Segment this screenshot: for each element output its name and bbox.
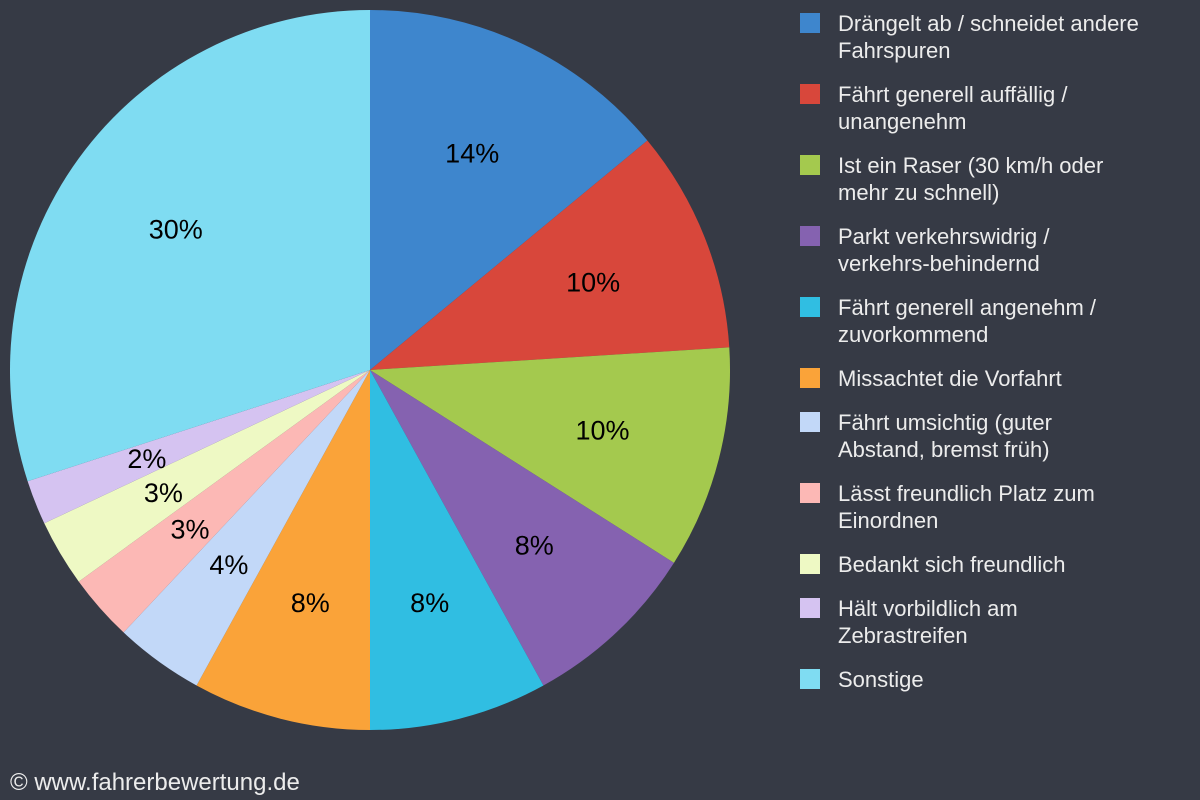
legend-item: Sonstige [800, 666, 1192, 693]
legend-label: Fährt generell angenehm / zuvorkommend [838, 295, 1097, 347]
legend-item: Fährt umsichtig (guter Abstand, bremst f… [800, 409, 1192, 463]
pie-slice-5 [370, 370, 544, 730]
pie-slice-6 [196, 370, 370, 730]
pie-slice-label: 3% [170, 514, 209, 544]
legend-label: Ist ein Raser (30 km/h oder mehr zu schn… [838, 153, 1104, 205]
pie-slice-label: 14% [445, 139, 499, 169]
legend-label: Missachtet die Vorfahrt [838, 366, 1062, 391]
legend-item: Parkt verkehrswidrig / verkehrs-behinder… [800, 223, 1192, 277]
pie-slice-label: 10% [566, 267, 620, 297]
legend-swatch [800, 368, 820, 388]
pie-slice-4 [370, 370, 674, 686]
pie-slice-7 [123, 370, 370, 686]
legend-swatch [800, 669, 820, 689]
legend-item: Fährt generell auffällig / unangenehm [800, 81, 1192, 135]
legend-item: Fährt generell angenehm / zuvorkommend [800, 294, 1192, 348]
pie-chart: 14%10%10%8%8%8%4%3%3%2%30% [9, 10, 731, 730]
legend-label: Hält vorbildlich am Zebrastreifen [838, 596, 1018, 648]
pie-slice-label: 30% [149, 215, 203, 245]
pie-slice-label: 4% [209, 550, 248, 580]
pie-slice-label: 8% [291, 588, 330, 618]
legend-swatch [800, 13, 820, 33]
legend-swatch [800, 598, 820, 618]
legend-swatch [800, 554, 820, 574]
legend-item: Missachtet die Vorfahrt [800, 365, 1192, 392]
legend-swatch [800, 84, 820, 104]
legend-swatch [800, 483, 820, 503]
copyright-text: © www.fahrerbewertung.de [10, 769, 300, 796]
pie-slice-9 [44, 370, 370, 582]
legend-item: Bedankt sich freundlich [800, 551, 1192, 578]
legend-item: Hält vorbildlich am Zebrastreifen [800, 595, 1192, 649]
legend-label: Bedankt sich freundlich [838, 552, 1066, 577]
pie-slice-2 [370, 140, 730, 370]
legend-swatch [800, 412, 820, 432]
legend: Drängelt ab / schneidet andere Fahrspure… [800, 10, 1192, 693]
legend-label: Sonstige [838, 667, 924, 692]
legend-swatch [800, 226, 820, 246]
pie-slice-1 [370, 10, 648, 370]
legend-item: Drängelt ab / schneidet andere Fahrspure… [800, 10, 1192, 64]
pie-slice-label: 2% [127, 444, 166, 474]
legend-label: Lässt freundlich Platz zum Einordnen [838, 481, 1095, 533]
legend-item: Ist ein Raser (30 km/h oder mehr zu schn… [800, 152, 1192, 206]
pie-slice-3 [370, 347, 731, 563]
legend-label: Fährt umsichtig (guter Abstand, bremst f… [838, 410, 1052, 462]
legend-swatch [800, 155, 820, 175]
pie-slice-label: 8% [515, 531, 554, 561]
pie-slice-label: 3% [144, 478, 183, 508]
legend-label: Drängelt ab / schneidet andere Fahrspure… [838, 11, 1139, 63]
legend-label: Parkt verkehrswidrig / verkehrs-behinder… [838, 224, 1050, 276]
pie-slice-label: 8% [410, 588, 449, 618]
legend-swatch [800, 297, 820, 317]
pie-slice-8 [78, 370, 370, 633]
pie-slice-11 [9, 10, 371, 482]
legend-label: Fährt generell auffällig / unangenehm [838, 82, 1068, 134]
pie-slice-label: 10% [575, 415, 629, 445]
pie-slice-10 [27, 370, 371, 524]
legend-item: Lässt freundlich Platz zum Einordnen [800, 480, 1192, 534]
